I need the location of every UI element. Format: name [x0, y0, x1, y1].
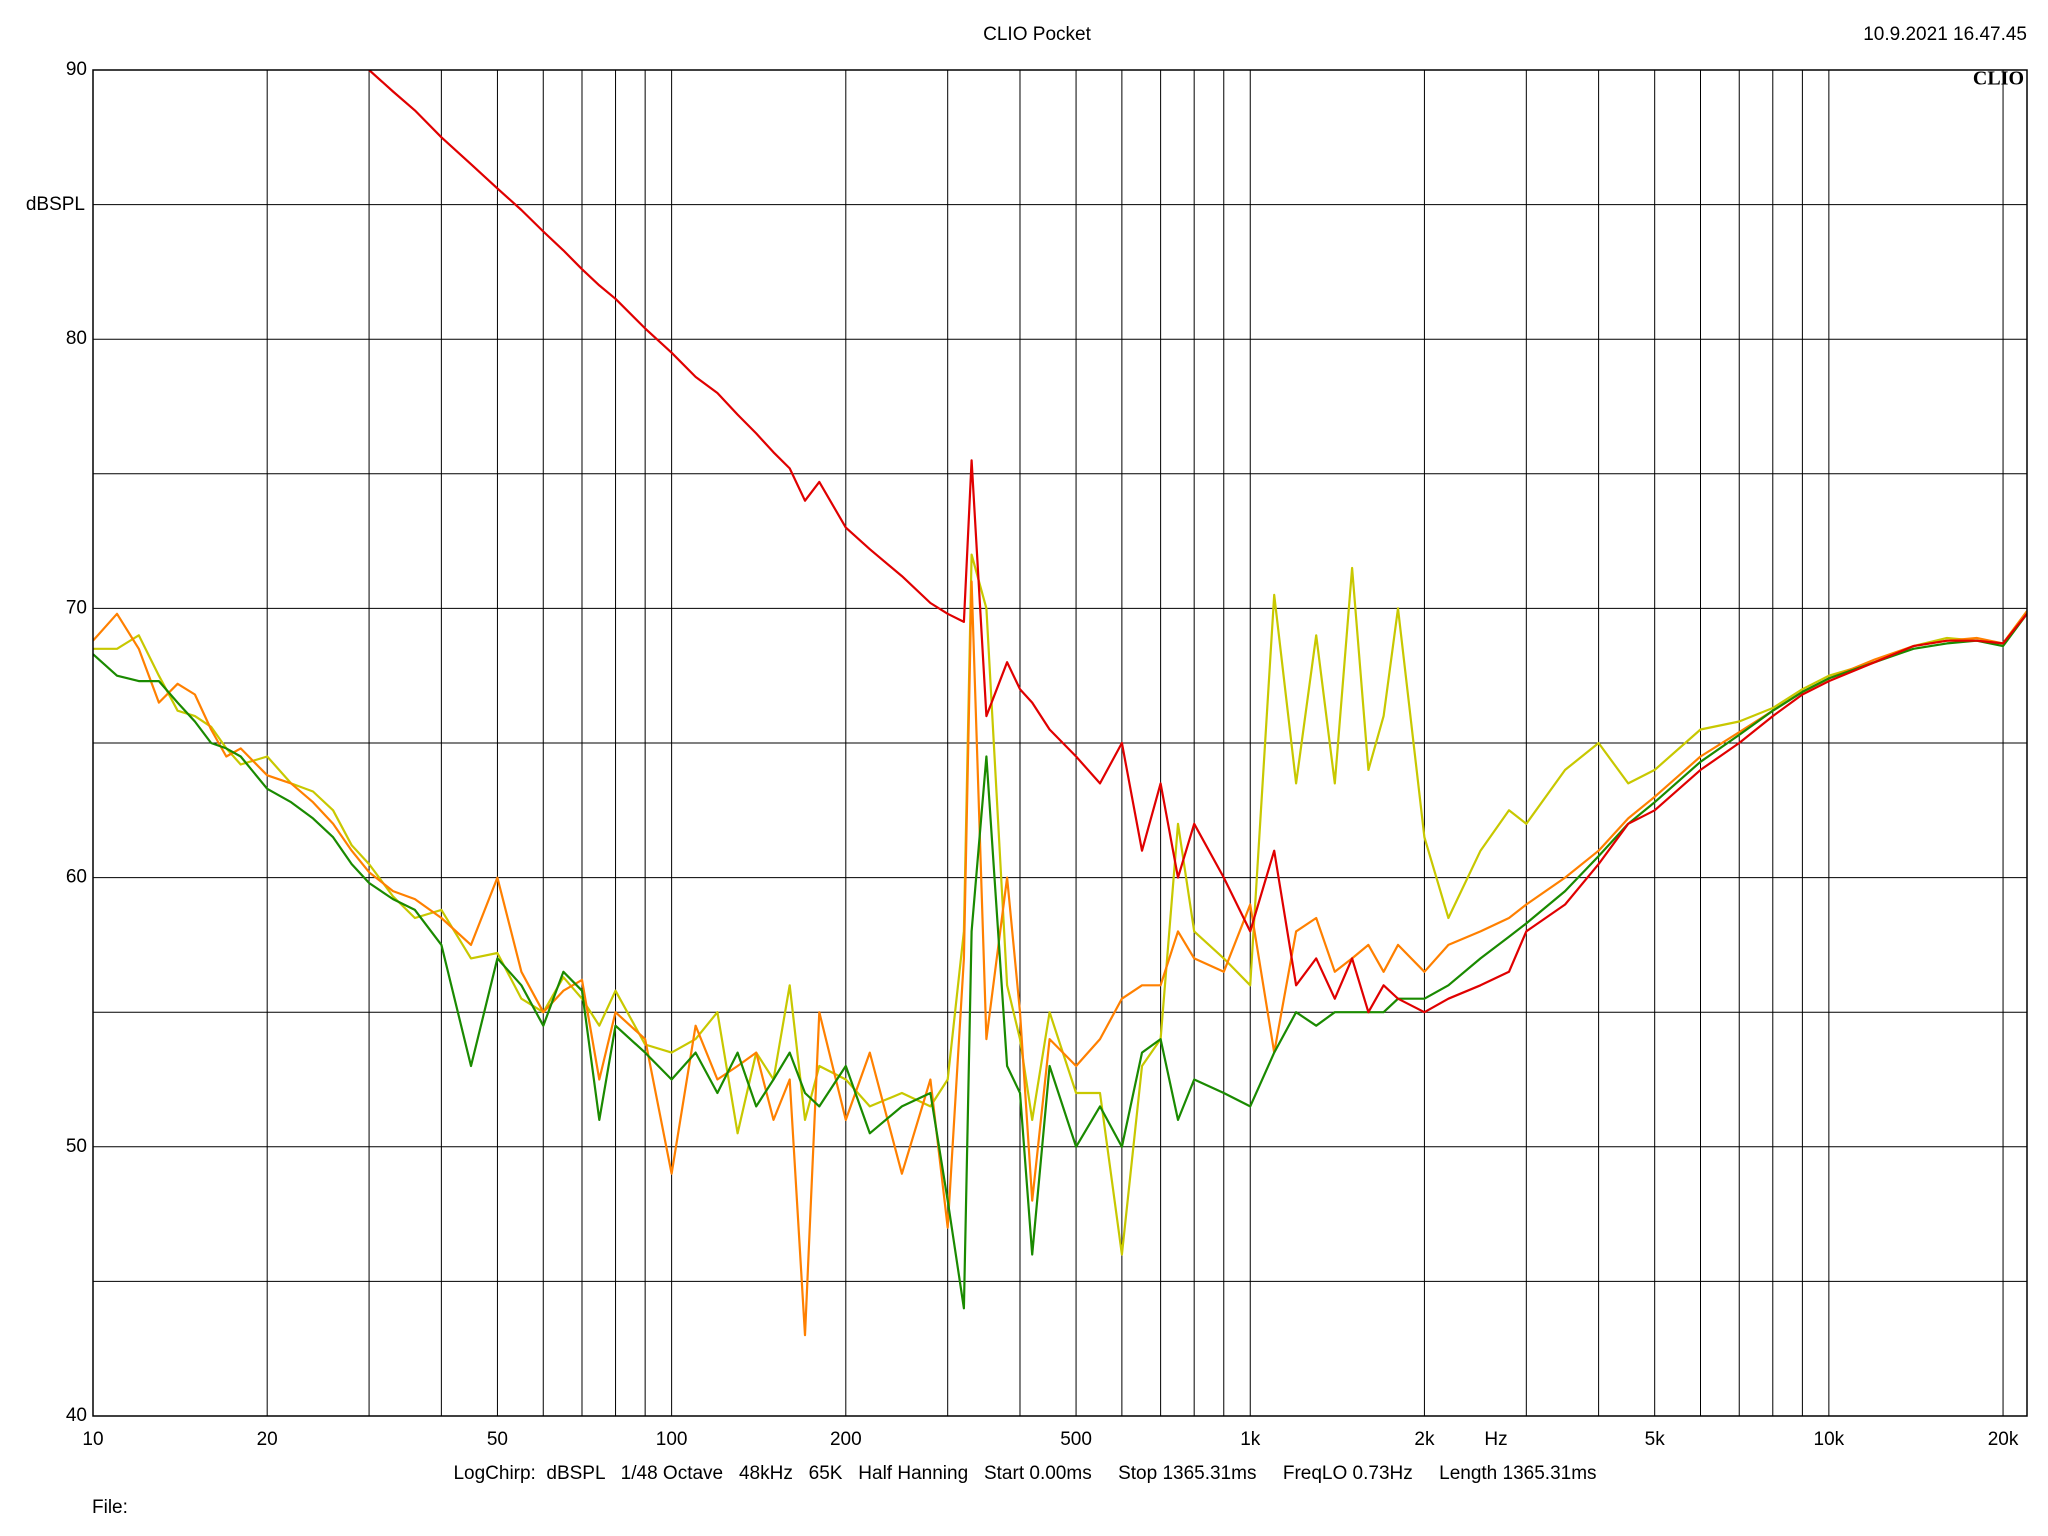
y-tick-label: 40: [66, 1405, 87, 1426]
y-tick-label: 50: [66, 1136, 87, 1157]
series-line: [93, 580, 2027, 1337]
y-tick-label: 60: [66, 867, 87, 888]
x-tick-label: 20: [257, 1429, 278, 1450]
series-line: [368, 70, 2027, 1014]
x-tick-label: 5k: [1645, 1429, 1666, 1450]
series-line: [93, 553, 2027, 1256]
x-tick-label: 20k: [1988, 1429, 2019, 1450]
y-tick-label: 70: [66, 597, 87, 618]
y-tick-label: 90: [66, 59, 87, 80]
chart-title: CLIO Pocket: [983, 24, 1091, 45]
measurement-info: LogChirp: dBSPL 1/48 Octave 48kHz 65K Ha…: [453, 1463, 1596, 1484]
x-tick-label: 50: [487, 1429, 508, 1450]
file-label: File:: [92, 1497, 128, 1518]
y-axis-label: dBSPL: [26, 194, 85, 215]
x-tick-label: 1k: [1240, 1429, 1261, 1450]
y-tick-label: 80: [66, 328, 87, 349]
x-tick-label: 10: [82, 1429, 103, 1450]
timestamp: 10.9.2021 16.47.45: [1863, 24, 2027, 45]
x-tick-label: 10k: [1814, 1429, 1845, 1450]
x-tick-label: 500: [1060, 1429, 1092, 1450]
x-tick-label: 100: [656, 1429, 688, 1450]
x-tick-label: 2k: [1414, 1429, 1435, 1450]
x-tick-label: 200: [830, 1429, 862, 1450]
x-axis-label: Hz: [1484, 1429, 1507, 1450]
brand-logo: CLIO: [1973, 68, 2024, 90]
plot-frame: [92, 69, 2028, 1417]
plot-lines: [93, 70, 2027, 1337]
series-line: [93, 613, 2027, 1310]
